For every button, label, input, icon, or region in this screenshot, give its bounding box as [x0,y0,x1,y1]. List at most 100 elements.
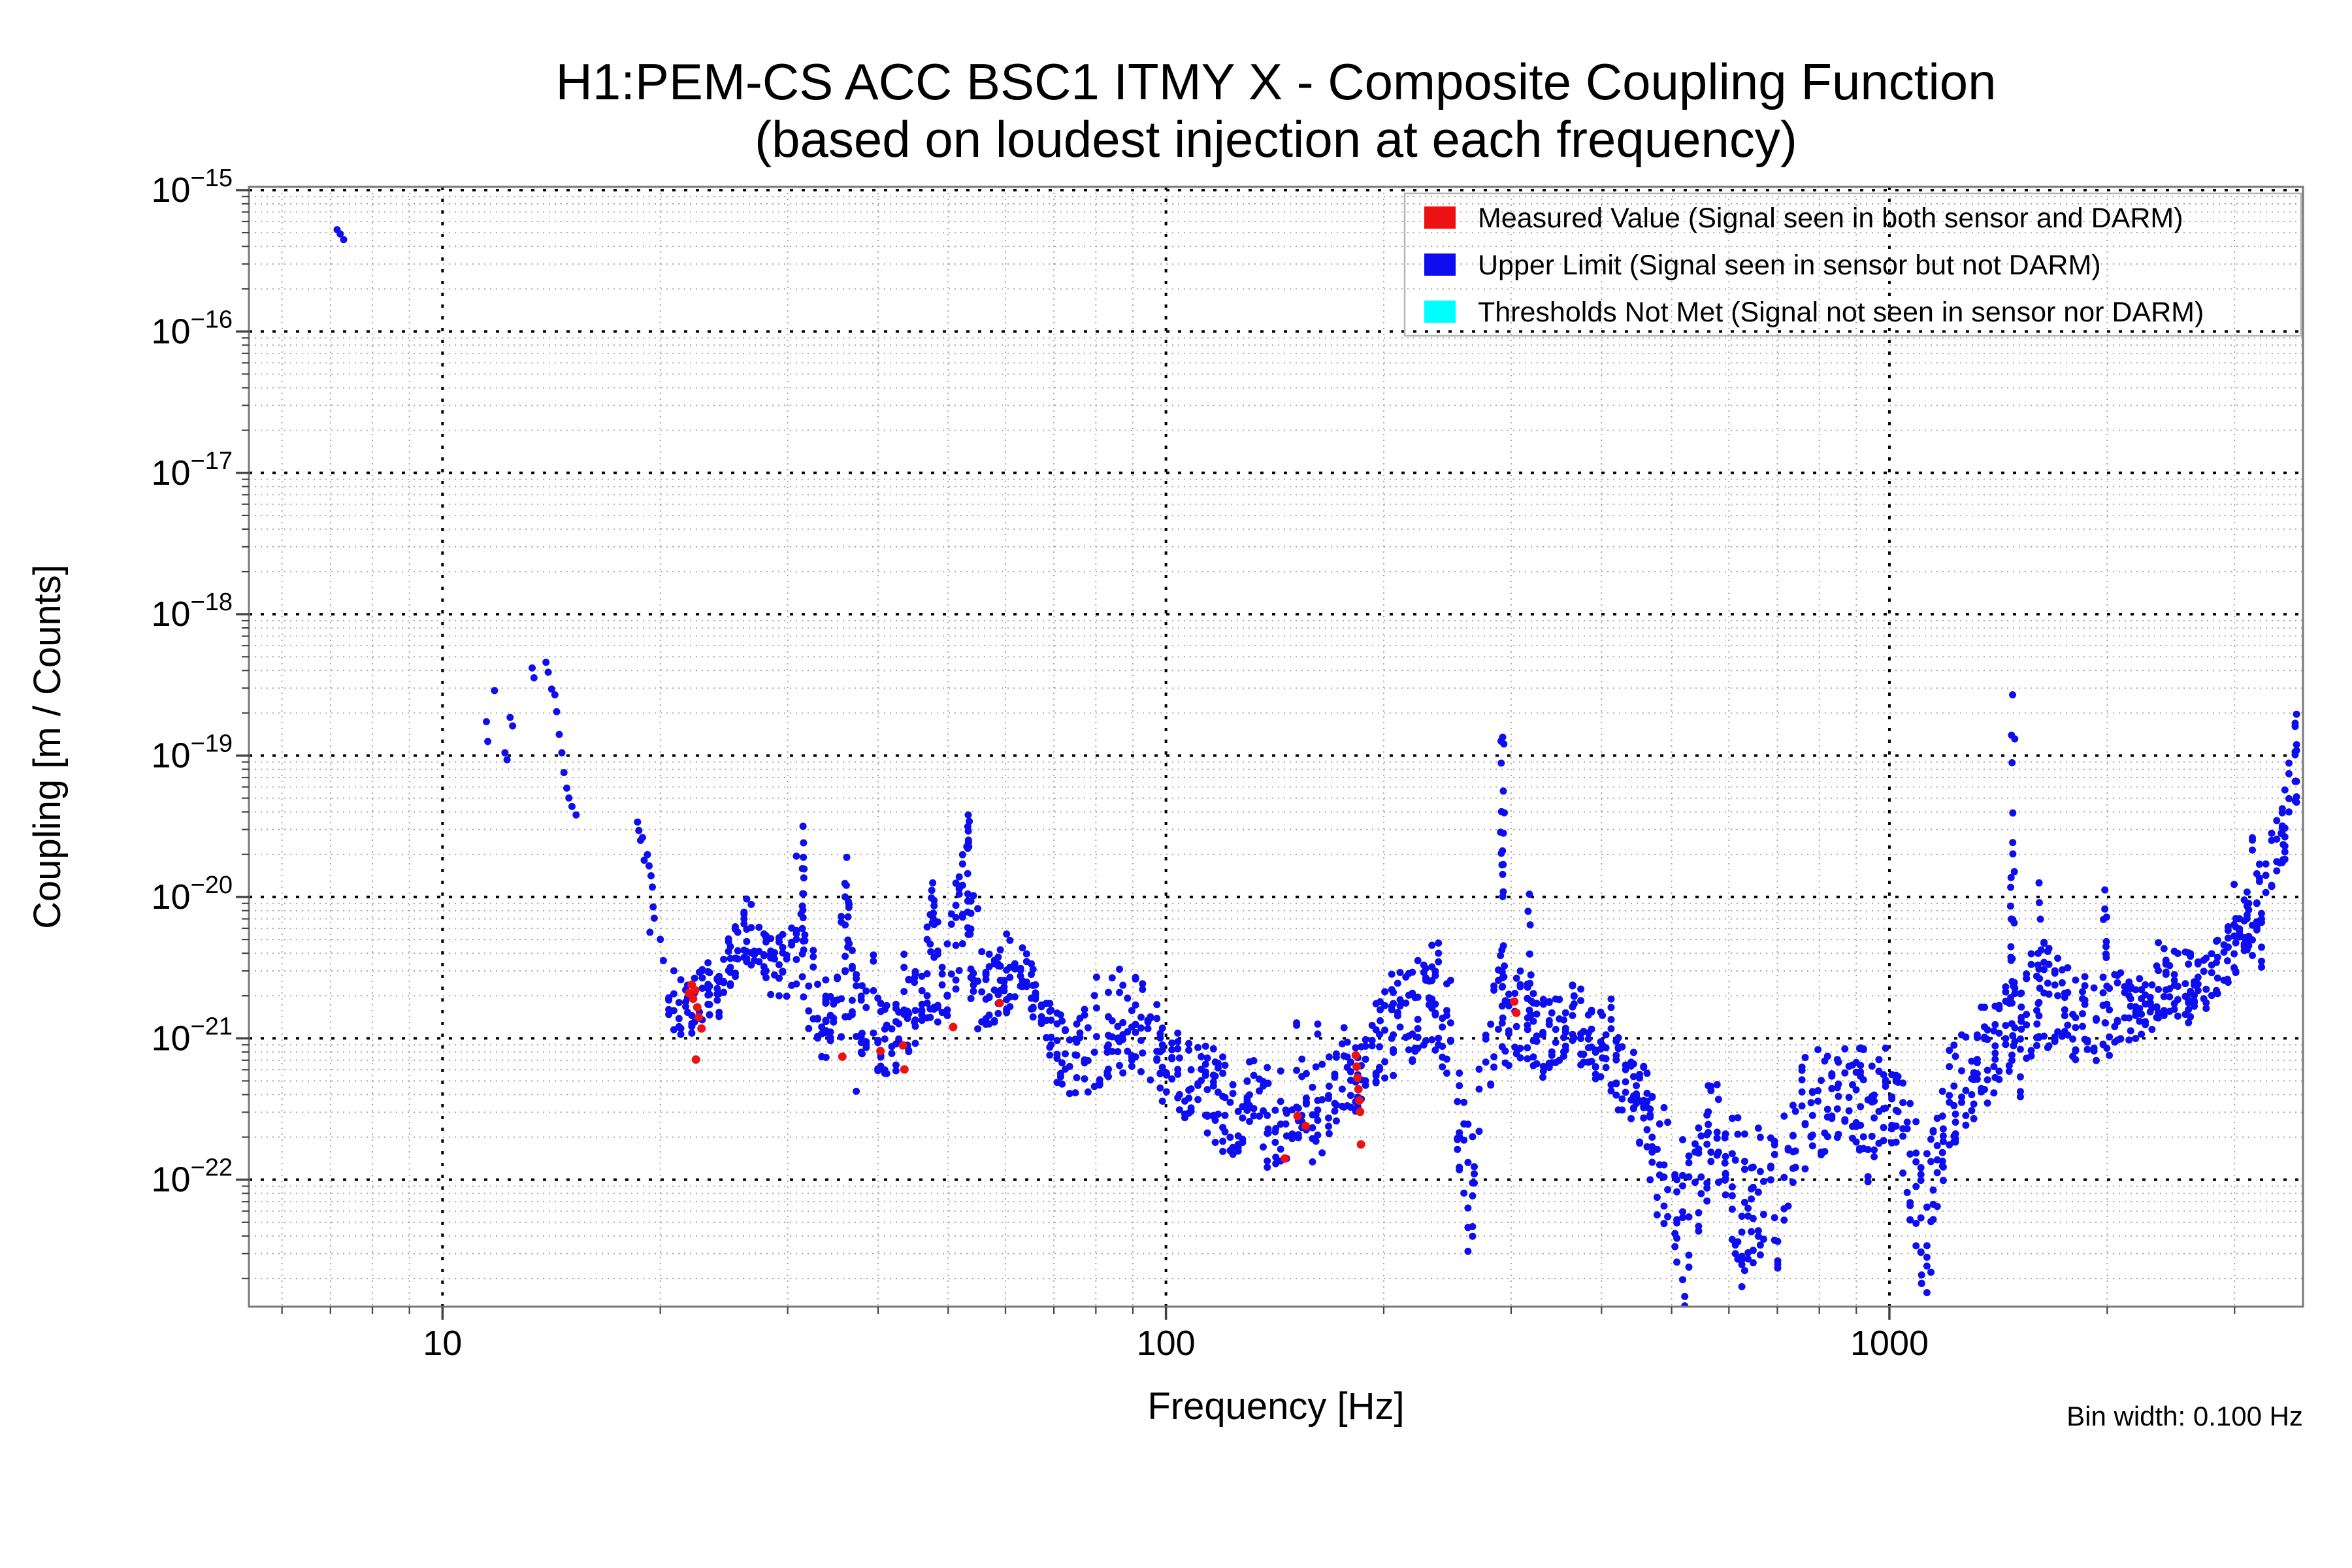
data-point [2202,999,2210,1007]
data-point [1198,1077,1205,1085]
data-point [1487,1080,1495,1088]
data-point [2008,1056,2016,1064]
data-point [2023,975,2031,983]
data-point [1968,1091,1976,1098]
data-point [1431,1009,1439,1017]
data-point [830,1018,838,1026]
data-point [1137,1024,1145,1032]
data-point [911,1039,919,1047]
data-point [1780,1112,1788,1120]
data-point [1524,1044,1531,1052]
data-point [675,1015,683,1022]
data-point [1738,1282,1746,1290]
data-point [1756,1241,1764,1249]
data-point [792,956,800,964]
data-point [1229,1081,1237,1088]
data-point [2273,835,2281,843]
data-point [2035,879,2043,887]
data-point [800,946,808,954]
data-point [1841,1117,1849,1125]
data-point [1053,1037,1061,1045]
data-point [1754,1124,1762,1132]
data-point [1428,941,1436,949]
data-point [1607,995,1615,1003]
data-point [799,937,807,945]
data-point [1114,1022,1122,1030]
data-point [1984,1076,1991,1084]
data-point [1116,988,1123,996]
data-point [1952,1053,1959,1060]
data-point [1939,1125,1947,1133]
data-point [1767,1176,1774,1184]
data-point [715,1009,723,1016]
data-point [1524,907,1532,915]
data-point [1332,1101,1340,1109]
data-point [1516,967,1524,975]
data-point [1929,1216,1937,1224]
data-point [1096,1076,1103,1084]
data-point [1629,1073,1637,1081]
data-point [1108,974,1116,982]
data-point [689,994,698,1004]
data-point [1282,1107,1290,1115]
data-point [2293,710,2300,718]
data-point [1422,964,1429,972]
data-point [2268,881,2276,889]
data-point [1933,1169,1941,1177]
data-point [1917,1177,1925,1184]
data-point [1443,1011,1450,1019]
data-point [1561,1042,1569,1050]
data-point [2064,988,2072,996]
data-point [923,923,931,931]
data-point [1939,1177,1947,1184]
data-point [2293,747,2300,755]
data-point [1147,1013,1154,1021]
data-point [1116,1062,1123,1070]
data-point [1353,1073,1362,1083]
data-point [2016,1035,2024,1043]
data-point [848,962,856,970]
data-point [2213,936,2221,944]
data-point [2262,860,2270,868]
data-point [1414,993,1422,1001]
data-point [967,897,975,905]
data-point [2002,1041,2010,1049]
data-point [1282,1120,1290,1128]
data-point [1728,1183,1736,1191]
data-point [1938,1112,1946,1120]
data-point [805,1024,813,1032]
data-point [2023,1011,2031,1019]
data-point [1894,1073,1902,1081]
data-point [1798,1076,1806,1084]
data-point [776,992,783,1000]
data-point [2106,1006,2114,1014]
data-point [1774,1264,1782,1272]
data-point [1124,1047,1132,1055]
data-point [560,769,568,776]
data-point [2194,960,2202,968]
data-point [1000,987,1008,995]
data-point [1435,1034,1443,1042]
data-point [2223,957,2231,965]
data-point [1774,1257,1782,1265]
data-point [1011,965,1019,973]
data-point [841,953,849,960]
data-point [1984,1066,1991,1074]
data-point [2276,859,2284,867]
data-point [1139,980,1147,988]
data-point [1277,1098,1284,1105]
data-point [2054,955,2062,962]
data-point [2127,995,2134,1003]
data-point [706,969,713,977]
data-point [1219,1070,1227,1077]
data-point [1691,1179,1699,1186]
data-point [905,1009,913,1017]
data-point [1529,1053,1537,1061]
data-point [1388,970,1396,978]
data-point [1731,1156,1739,1164]
data-point [1880,1071,1887,1079]
data-point [1047,1006,1055,1014]
data-point [1501,962,1509,970]
data-point [682,1003,689,1011]
data-point [1643,1143,1651,1151]
